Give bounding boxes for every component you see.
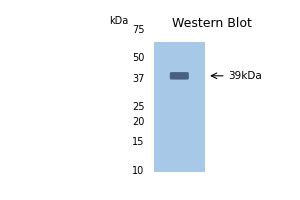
Text: 20: 20 bbox=[132, 117, 145, 127]
Text: Western Blot: Western Blot bbox=[172, 17, 252, 30]
Text: 15: 15 bbox=[132, 137, 145, 147]
Text: 10: 10 bbox=[132, 166, 145, 176]
Text: 37: 37 bbox=[132, 74, 145, 84]
Text: 75: 75 bbox=[132, 25, 145, 35]
FancyBboxPatch shape bbox=[170, 72, 189, 80]
Text: 39kDa: 39kDa bbox=[228, 71, 262, 81]
Text: 25: 25 bbox=[132, 102, 145, 112]
Text: 50: 50 bbox=[132, 53, 145, 63]
Text: kDa: kDa bbox=[110, 16, 129, 26]
Bar bbox=[154, 42, 205, 172]
